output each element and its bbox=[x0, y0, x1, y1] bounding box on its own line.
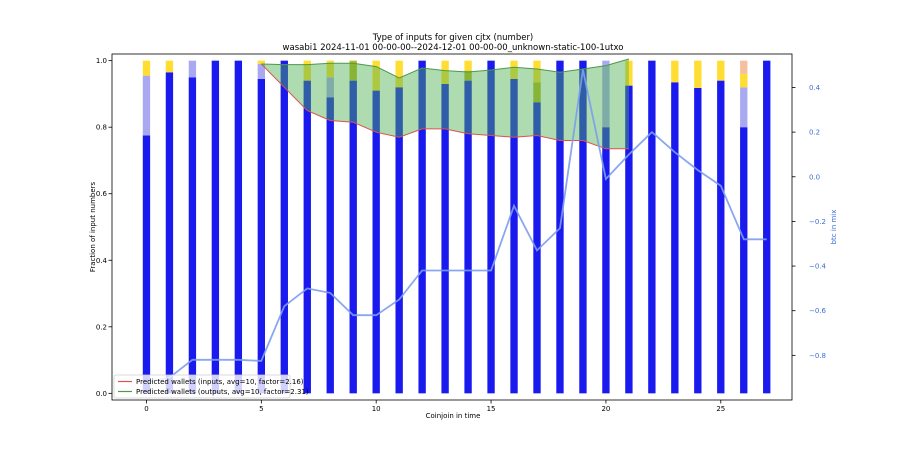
bar-segment-fresh-25 bbox=[717, 80, 725, 394]
x-tick-label-10: 10 bbox=[372, 405, 381, 413]
legend-label-inputs: Predicted wallets (inputs, avg=10, facto… bbox=[136, 378, 304, 386]
chart-subtitle: wasabi1 2024-11-01 00-00-00--2024-12-01 … bbox=[283, 43, 624, 53]
bar-segment-remix_3-7 bbox=[303, 60, 311, 81]
y-right-tick-label-2: −0.4 bbox=[809, 263, 827, 271]
btc-in-mix-line bbox=[146, 69, 767, 383]
y-tick-label-2: 0.4 bbox=[96, 257, 108, 265]
y-right-tick-label-0: −0.8 bbox=[809, 352, 826, 360]
legend-box bbox=[113, 374, 291, 399]
bar-segment-fresh-6 bbox=[280, 60, 288, 394]
bar-segment-remix_3-21 bbox=[625, 60, 633, 86]
bar-segment-remix_1-5 bbox=[257, 63, 265, 79]
bar-segment-remix_3-24 bbox=[694, 60, 702, 88]
bar-segment-remix_3-1 bbox=[165, 60, 174, 73]
x-tick-label-20: 20 bbox=[601, 405, 610, 413]
legend-label-outputs: Predicted wallets (outputs, avg=10, fact… bbox=[136, 388, 309, 396]
bar-segment-remix_3-23 bbox=[671, 60, 679, 83]
bar-segment-fresh-4 bbox=[234, 60, 243, 394]
y-right-tick-label-6: 0.4 bbox=[809, 84, 821, 92]
predicted-wallets-outputs-line bbox=[261, 58, 630, 79]
bar-segment-remix_1-2 bbox=[188, 60, 197, 78]
x-tick-label-25: 25 bbox=[716, 405, 725, 413]
bar-segment-remix_3-10 bbox=[372, 60, 380, 91]
y-right-tick-label-1: −0.6 bbox=[809, 307, 827, 315]
bar-segment-remix_3-8 bbox=[326, 60, 334, 78]
bar-segment-fresh-7 bbox=[303, 80, 311, 394]
bar-segment-remix_1-0 bbox=[142, 75, 151, 136]
x-tick-label-0: 0 bbox=[144, 405, 148, 413]
y-axis-label-right: btc in mix bbox=[830, 210, 838, 245]
bar-segment-remix_3-5 bbox=[257, 60, 265, 64]
bar-segment-remix_4-26 bbox=[740, 60, 748, 74]
bar-segment-fresh-2 bbox=[188, 77, 197, 394]
bar-segment-fresh-12 bbox=[418, 60, 426, 394]
bar-segment-fresh-8 bbox=[326, 97, 334, 394]
bar-segment-fresh-19 bbox=[579, 60, 587, 394]
bar-segment-fresh-20 bbox=[602, 127, 610, 394]
y-tick-label-3: 0.6 bbox=[96, 190, 108, 198]
bar-segment-fresh-3 bbox=[211, 60, 220, 394]
bar-segment-fresh-5 bbox=[257, 78, 265, 394]
bar-segment-fresh-23 bbox=[671, 82, 679, 394]
bar-segment-fresh-0 bbox=[142, 135, 151, 394]
bar-segment-fresh-27 bbox=[763, 60, 771, 394]
plot-frame bbox=[111, 53, 793, 401]
bar-segment-fresh-13 bbox=[441, 83, 449, 394]
axes-layer: 0 5 10 15 20 25 0.0 0.2 0.4 0.6 0.8 1.0 −0.8 −0.6 −0.4… bbox=[96, 53, 827, 413]
bar-segment-remix_3-17 bbox=[533, 60, 541, 83]
bar-segment-remix_3-13 bbox=[441, 60, 449, 84]
x-axis-label: Coinjoin in time bbox=[426, 412, 481, 420]
y-right-tick-label-4: 0.0 bbox=[809, 173, 820, 181]
lines-layer bbox=[146, 58, 767, 383]
bar-segment-remix_3-16 bbox=[510, 60, 518, 79]
bar-segment-remix_3-14 bbox=[464, 60, 472, 71]
legend: Predicted wallets (inputs, avg=10, facto… bbox=[113, 374, 309, 399]
y-tick-label-1: 0.2 bbox=[96, 323, 107, 331]
y-tick-label-5: 1.0 bbox=[96, 57, 107, 65]
bar-segment-fresh-11 bbox=[395, 87, 403, 394]
y-right-tick-label-5: 0.2 bbox=[809, 129, 820, 137]
bars-layer bbox=[142, 60, 771, 394]
bar-segment-remix_3-0 bbox=[142, 60, 151, 76]
bar-segment-remix_1-26 bbox=[740, 87, 748, 128]
bar-segment-remix_3-25 bbox=[717, 60, 725, 81]
bar-segment-fresh-24 bbox=[694, 87, 702, 394]
bar-segment-fresh-1 bbox=[165, 72, 174, 394]
x-tick-label-5: 5 bbox=[259, 405, 263, 413]
y-tick-label-4: 0.8 bbox=[96, 124, 107, 132]
bar-segment-fresh-17 bbox=[533, 102, 541, 394]
bar-segment-fresh-15 bbox=[487, 60, 495, 394]
bar-segment-fresh-16 bbox=[510, 78, 518, 394]
predicted-wallets-inputs-line bbox=[260, 63, 629, 150]
y-right-tick-label-3: −0.2 bbox=[809, 218, 826, 226]
bar-segment-remix_2-14 bbox=[464, 70, 472, 81]
bar-segment-fresh-21 bbox=[625, 85, 633, 394]
bar-segment-fresh-10 bbox=[372, 90, 380, 394]
prediction-fill-area bbox=[261, 59, 629, 149]
bar-segment-fresh-26 bbox=[740, 127, 748, 394]
x-tick-label-15: 15 bbox=[487, 405, 496, 413]
bar-segment-fresh-9 bbox=[349, 80, 357, 394]
bar-segment-fresh-22 bbox=[648, 60, 656, 394]
y-tick-label-0: 0.0 bbox=[96, 390, 107, 398]
bar-segment-remix_3-11 bbox=[395, 60, 403, 88]
bar-segment-remix_1-8 bbox=[326, 77, 334, 98]
chart-title: Type of inputs for given cjtx (number) bbox=[372, 33, 534, 43]
bar-segment-fresh-14 bbox=[464, 80, 472, 394]
bar-segment-remix_2-17 bbox=[533, 82, 541, 103]
bar-segment-remix_2-9 bbox=[349, 60, 357, 81]
prediction-fill-layer bbox=[261, 59, 629, 149]
y-axis-label: Fraction of input numbers bbox=[89, 181, 97, 272]
bar-segment-remix_3-26 bbox=[740, 73, 748, 88]
bar-segment-remix_1-20 bbox=[602, 60, 610, 128]
